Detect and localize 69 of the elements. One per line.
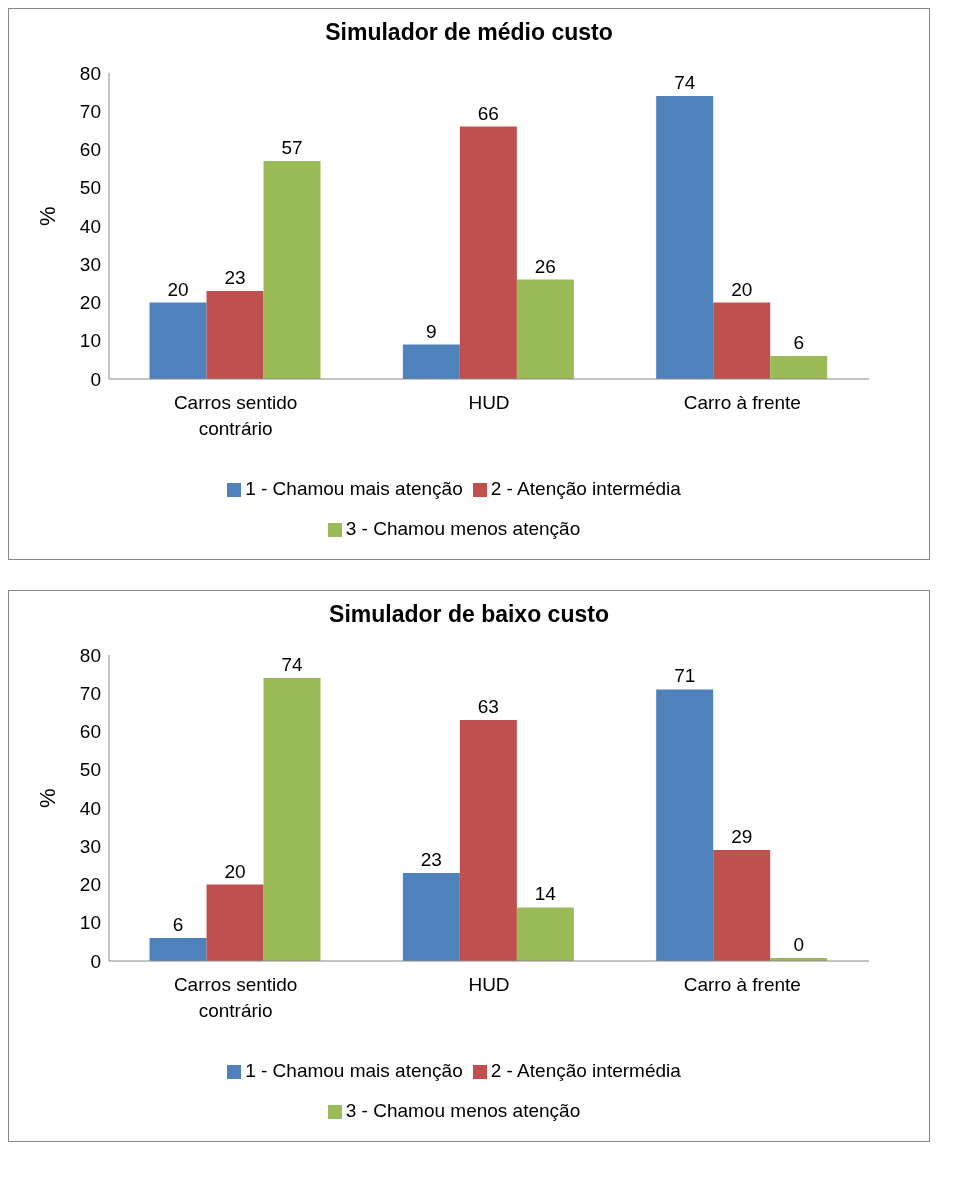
x-tick-label: Carro à frente	[683, 974, 801, 995]
y-tick-label: 60	[79, 721, 101, 743]
data-label: 20	[224, 860, 246, 882]
y-tick-label: 70	[79, 682, 101, 704]
bar	[459, 126, 517, 379]
y-tick-label: 20	[79, 292, 101, 314]
x-tick-label: HUD	[468, 974, 510, 995]
y-tick-label: 60	[79, 139, 101, 161]
y-tick-label: 50	[79, 177, 101, 199]
data-label: 6	[793, 332, 804, 354]
y-tick-label: 20	[79, 874, 101, 896]
legend-label: 3 - Chamou menos atenção	[345, 1100, 581, 1121]
y-tick-label: 10	[79, 912, 101, 934]
data-label: 29	[731, 826, 753, 848]
y-tick-label: 30	[79, 835, 101, 857]
bar	[516, 279, 574, 379]
bar	[713, 850, 771, 961]
y-tick-label: 40	[79, 215, 101, 237]
bar	[516, 907, 574, 961]
data-label: 57	[281, 136, 303, 158]
y-tick-label: 40	[79, 797, 101, 819]
y-tick-label: 80	[79, 644, 101, 666]
legend-label: 3 - Chamou menos atenção	[345, 518, 581, 539]
bar	[206, 884, 264, 961]
data-label: 20	[731, 278, 753, 300]
y-tick-label: 30	[79, 253, 101, 275]
bar	[149, 938, 207, 961]
bar	[656, 95, 714, 379]
y-axis-title: %	[34, 788, 60, 808]
x-tick-label: Carros sentido contrário	[173, 392, 298, 439]
chart-title: Simulador de baixo custo	[328, 601, 610, 628]
data-label: 0	[793, 934, 804, 955]
data-label: 63	[477, 696, 499, 718]
bar	[459, 720, 517, 961]
bar	[656, 689, 714, 961]
bar	[206, 291, 264, 379]
y-tick-label: 50	[79, 759, 101, 781]
y-tick-label: 70	[79, 101, 101, 122]
y-tick-label: 0	[90, 368, 101, 390]
chart-title: Simulador de médio custo	[324, 19, 614, 46]
x-tick-label: HUD	[468, 392, 510, 413]
y-tick-label: 10	[79, 330, 101, 352]
bar	[263, 160, 321, 379]
legend-label: 2 - Atenção intermédia	[490, 1060, 681, 1081]
legend-label: 1 - Chamou mais atenção	[245, 478, 463, 499]
data-label: 26	[534, 255, 556, 277]
y-tick-label: 80	[79, 62, 101, 84]
x-tick-label: Carro à frente	[683, 392, 801, 413]
bar	[402, 873, 460, 961]
bar	[149, 302, 207, 379]
bar	[770, 356, 828, 379]
bar	[713, 302, 771, 379]
legend-label: 2 - Atenção intermédia	[490, 478, 681, 499]
y-axis-title: %	[34, 206, 60, 226]
y-tick-label: 0	[90, 950, 101, 972]
data-label: 14	[534, 883, 557, 905]
data-label: 23	[224, 267, 246, 289]
data-label: 74	[281, 653, 304, 675]
data-label: 71	[674, 665, 696, 687]
data-label: 20	[167, 278, 189, 300]
data-label: 6	[172, 914, 184, 936]
data-label: 66	[477, 102, 499, 124]
data-label: 74	[674, 71, 696, 93]
data-label: 23	[420, 849, 442, 871]
bar	[402, 344, 460, 379]
x-tick-label: Carros sentido contrário	[173, 974, 298, 1021]
bar	[263, 677, 321, 961]
legend-label: 1 - Chamou mais atenção	[245, 1060, 463, 1081]
data-label: 9	[426, 320, 437, 342]
